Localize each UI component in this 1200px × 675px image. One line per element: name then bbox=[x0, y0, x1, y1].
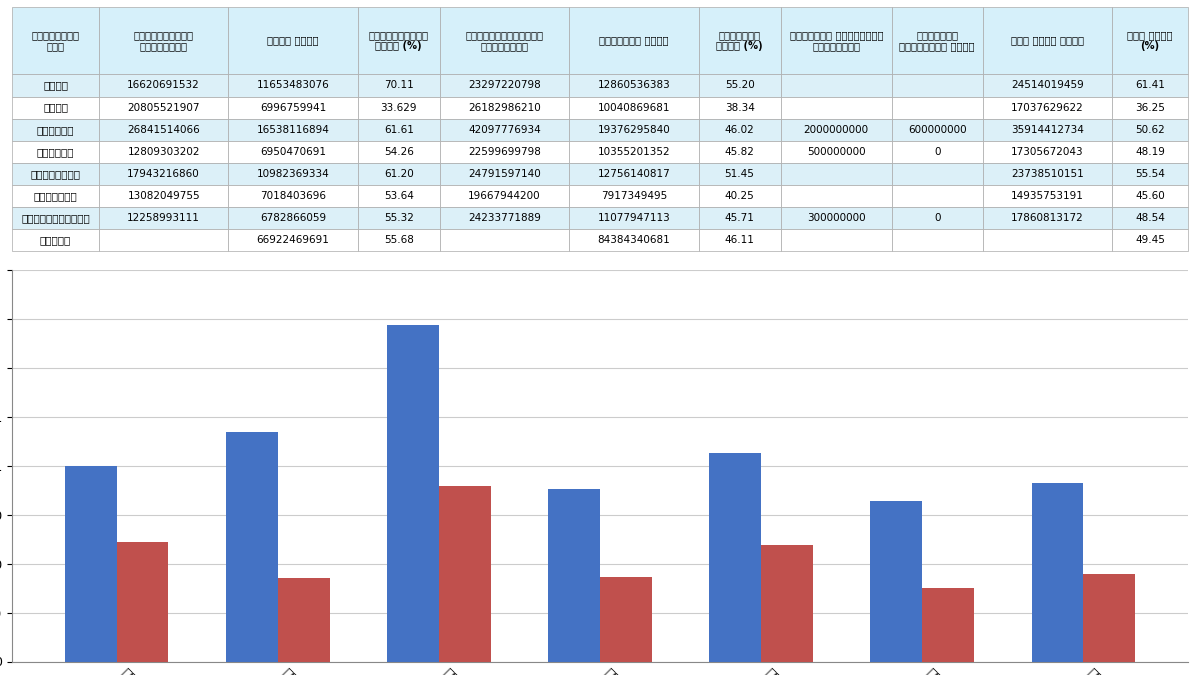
Bar bbox=[388, 325, 439, 662]
Bar bbox=[600, 577, 652, 662]
Bar bbox=[709, 452, 761, 662]
Bar bbox=[761, 545, 812, 662]
Bar bbox=[870, 502, 922, 662]
Bar bbox=[548, 489, 600, 662]
Legend: जम्मा बजेट विनियोजन, कुल बजेट खर्च: जम्मा बजेट विनियोजन, कुल बजेट खर्च bbox=[1199, 375, 1200, 423]
Bar bbox=[227, 432, 278, 662]
Bar bbox=[278, 578, 330, 662]
Bar bbox=[66, 466, 116, 662]
Bar bbox=[116, 541, 168, 662]
Bar bbox=[922, 589, 973, 662]
Bar bbox=[1032, 483, 1084, 662]
Bar bbox=[1084, 574, 1134, 662]
Bar bbox=[439, 486, 491, 662]
